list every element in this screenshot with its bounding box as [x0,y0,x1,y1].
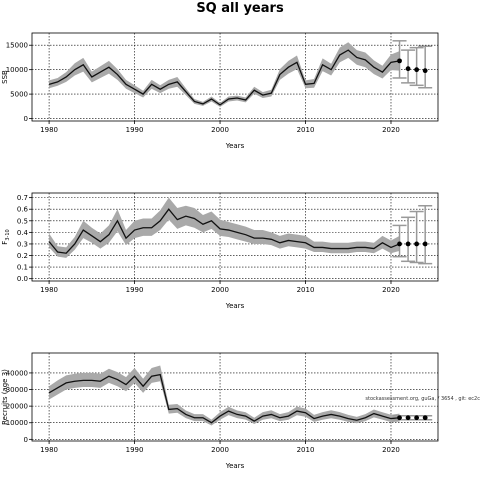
y-tick-label: 0.0 [17,275,28,283]
confidence-band [49,42,400,107]
y-tick-label: 0.1 [17,264,28,272]
confidence-band [49,197,400,258]
x-tick-label: 2000 [211,126,229,134]
y-tick-label: 40000 [6,369,28,377]
y-tick-label: 0.4 [17,229,29,237]
plot-frame [31,192,439,282]
series-line [48,49,400,106]
forecast-point [422,415,428,421]
y-tick-label: 0.6 [17,206,29,214]
y-tick-label: 30000 [6,386,28,394]
x-tick-label: 2020 [382,446,400,454]
chart-panels: 1980 1990 2000 2010 2020 0 5000 10000 15000 Years… [1,32,480,470]
plot-frame [31,352,439,442]
y-axis-label: SSB [1,70,9,84]
y-axis-label: Recruits (age 3) [1,369,9,425]
forecast-point [414,415,420,421]
x-tick-label: 2000 [211,286,229,294]
x-tick-label: 1980 [40,446,58,454]
series-line [48,208,400,254]
plot-frame [31,32,439,122]
forecast-point [405,415,411,421]
chart-panel-1: 1980 1990 2000 2010 2020 0 5000 10000 15000 Years… [1,32,439,150]
x-tick-label: 1990 [126,446,144,454]
x-tick-label: 2010 [297,126,315,134]
x-tick-label: 2020 [382,286,400,294]
annotation-text: stockassessment.org, guGa, / 3654 , git:… [365,396,480,402]
y-tick-label: 20000 [6,403,28,411]
x-axis-label: Years [225,142,245,150]
y-tick-label: 0.3 [17,240,28,248]
forecast-point [397,241,402,247]
y-tick-label: 0 [24,115,28,123]
y-tick-label: 0.5 [17,217,28,225]
x-tick-label: 2010 [297,286,315,294]
confidence-band [49,365,400,426]
x-tick-label: 1990 [126,126,144,134]
x-tick-label: 1980 [40,126,58,134]
x-tick-label: 1980 [40,286,58,294]
chart-panel-3: 1980 1990 2000 2010 2020 0 10000 20000 30000 4000… [1,352,480,470]
x-axis-label: Years [225,462,245,470]
x-axis-label: Years [225,302,245,310]
forecast-point [414,241,420,247]
forecast-point [422,68,428,74]
forecast-point [397,58,402,64]
forecast-point [397,415,402,421]
chart-title: SQ all years [196,1,284,16]
chart-panel-2: 1980 1990 2000 2010 2020 0.0 0.1 0.2 0.3 0.4 0.5 0.… [1,192,439,310]
y-tick-label: 0 [24,436,28,444]
y-tick-label: 10000 [6,66,28,74]
y-tick-label: 0.2 [17,252,28,260]
y-tick-label: 5000 [10,91,28,99]
forecast-point [414,67,420,73]
forecast-point [422,241,428,247]
x-tick-label: 2010 [297,446,315,454]
y-axis-label: F3-10 [1,229,11,244]
x-tick-label: 2020 [382,126,400,134]
forecast-point [405,241,411,247]
y-tick-label: 10000 [6,419,28,427]
series-line [48,373,400,424]
forecast-point [405,66,411,72]
y-tick-label: 0.7 [17,194,28,202]
y-tick-label: 15000 [6,42,28,50]
x-tick-label: 2000 [211,446,229,454]
x-tick-label: 1990 [126,286,144,294]
